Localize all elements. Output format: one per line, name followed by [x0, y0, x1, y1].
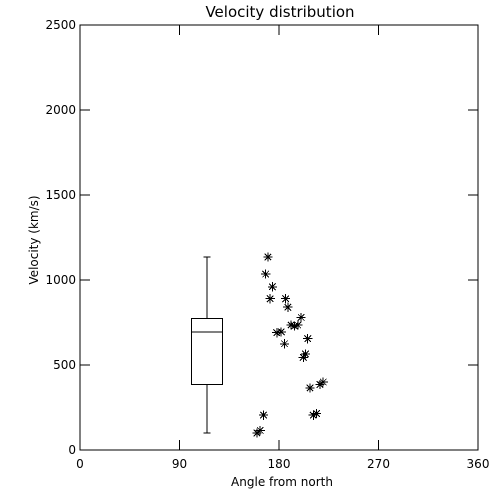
- scatter-point: [276, 327, 286, 337]
- scatter-point: [318, 377, 328, 387]
- scatter-point: [279, 339, 290, 349]
- scatter-point: [258, 410, 269, 420]
- scatter-point: [267, 282, 277, 292]
- x-tick-label: 270: [367, 457, 390, 471]
- x-axis-label: Angle from north: [231, 475, 333, 489]
- scatter-point: [261, 269, 271, 279]
- y-tick-label: 2000: [45, 103, 76, 117]
- scatter-point: [272, 328, 282, 338]
- scatter-point: [296, 312, 306, 322]
- x-axis-ticks: 0 90 180 270 360: [76, 25, 489, 471]
- x-tick-label: 180: [268, 457, 291, 471]
- chart-title: Velocity distribution: [205, 3, 354, 21]
- x-tick-label: 360: [467, 457, 490, 471]
- scatter-point: [305, 383, 315, 393]
- boxplot: [191, 256, 224, 434]
- x-tick-label: 90: [172, 457, 187, 471]
- y-axis-label: Velocity (km/s): [27, 195, 41, 284]
- scatter-point: [293, 320, 303, 330]
- y-tick-label: 1000: [45, 273, 76, 287]
- scatter-point: [300, 349, 311, 359]
- scatter-point: [263, 252, 273, 262]
- scatter-point: [255, 425, 265, 436]
- scatter-point: [303, 334, 313, 344]
- scatter-point: [311, 408, 322, 419]
- y-axis-ticks: 0 500 1000 1500 2000 2500: [45, 18, 478, 457]
- x-tick-label: 0: [76, 457, 84, 471]
- scatter-point: [283, 302, 293, 312]
- scatter-point: [265, 294, 275, 304]
- y-tick-label: 2500: [45, 18, 76, 32]
- y-tick-label: 1500: [45, 188, 76, 202]
- scatter-point: [281, 294, 291, 304]
- y-tick-label: 500: [53, 358, 76, 372]
- scatter-points: [252, 252, 328, 438]
- y-tick-label: 0: [68, 443, 76, 457]
